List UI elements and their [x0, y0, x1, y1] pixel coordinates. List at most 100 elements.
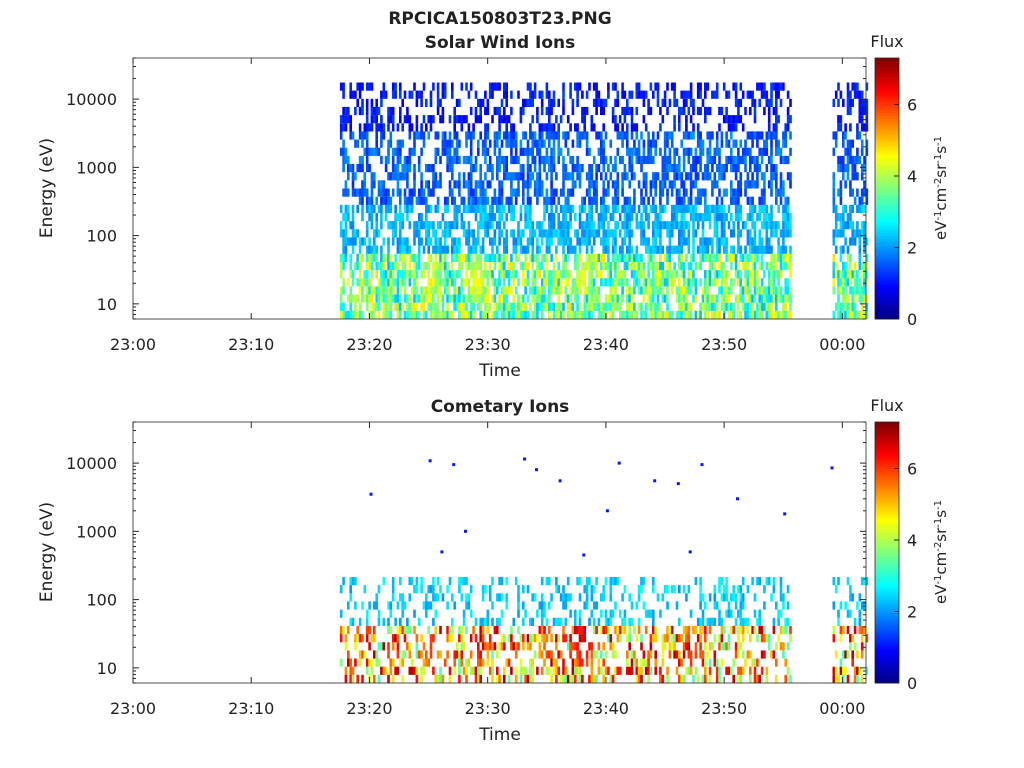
- heatmap-cell: [725, 609, 728, 618]
- heatmap-cell: [720, 658, 724, 667]
- heatmap-cell: [581, 229, 584, 238]
- heatmap-cell: [786, 155, 790, 165]
- heatmap-cell: [429, 253, 433, 262]
- heatmap-cell: [675, 204, 679, 213]
- heatmap-cell: [597, 310, 601, 319]
- heatmap-cell: [391, 188, 395, 197]
- heatmap-cell: [512, 302, 516, 311]
- heatmap-cell: [344, 180, 348, 189]
- colorbar-segment: [875, 651, 899, 655]
- heatmap-cell: [685, 221, 688, 230]
- heatmap-cell: [529, 213, 532, 222]
- heatmap-cell: [469, 204, 473, 213]
- heatmap-cell: [564, 294, 568, 303]
- heatmap-cell: [654, 270, 657, 279]
- heatmap-cell: [401, 278, 404, 287]
- heatmap-cell: [514, 237, 518, 246]
- heatmap-cell: [498, 164, 501, 173]
- heatmap-cell: [652, 302, 655, 311]
- heatmap-cell: [746, 213, 750, 222]
- heatmap-cell: [382, 90, 386, 99]
- heatmap-cell: [389, 172, 393, 181]
- heatmap-cell: [663, 90, 667, 99]
- heatmap-cell: [533, 188, 537, 197]
- heatmap-cell: [531, 658, 534, 667]
- heatmap-cell: [472, 245, 475, 254]
- heatmap-cell: [595, 188, 598, 197]
- heatmap-cell: [837, 617, 840, 626]
- heatmap-cell: [375, 593, 378, 602]
- heatmap-cell: [730, 147, 733, 156]
- heatmap-cell: [538, 245, 542, 254]
- heatmap-cell: [692, 106, 695, 116]
- heatmap-cell: [585, 658, 589, 667]
- heatmap-cell: [722, 188, 726, 197]
- heatmap-cell: [739, 115, 743, 124]
- heatmap-cell: [410, 253, 414, 262]
- heatmap-cell: [585, 261, 589, 271]
- heatmap-cell: [339, 585, 343, 594]
- heatmap-cell: [621, 106, 624, 116]
- heatmap-cell: [351, 294, 355, 303]
- heatmap-cell: [420, 585, 423, 594]
- heatmap-cell: [704, 172, 707, 181]
- heatmap-cell: [448, 666, 452, 675]
- heatmap-cell: [699, 642, 702, 651]
- heatmap-cell: [373, 237, 376, 246]
- heatmap-cell: [507, 286, 511, 295]
- heatmap-cell: [751, 196, 754, 205]
- heatmap-cell: [458, 172, 461, 181]
- heatmap-cell: [737, 204, 740, 213]
- heatmap-cell: [711, 164, 714, 173]
- heatmap-cell: [347, 164, 350, 173]
- heatmap-cell: [711, 302, 714, 311]
- heatmap-cell: [763, 634, 766, 643]
- heatmap-cell: [767, 98, 771, 107]
- heatmap-cell: [652, 131, 655, 140]
- heatmap-cell: [763, 585, 766, 594]
- heatmap-cell: [595, 229, 598, 238]
- heatmap-cell: [477, 196, 480, 205]
- heatmap-cell: [704, 286, 707, 295]
- heatmap-cell: [600, 609, 603, 618]
- heatmap-cell: [555, 577, 558, 586]
- heatmap-cell: [391, 674, 395, 683]
- heatmap-cell: [550, 131, 553, 140]
- heatmap-cell: [536, 221, 539, 230]
- heatmap-cell: [529, 253, 532, 262]
- heatmap-cell: [760, 155, 764, 165]
- heatmap-cell: [477, 286, 480, 295]
- heatmap-cell: [417, 131, 421, 140]
- heatmap-cell: [443, 261, 447, 271]
- heatmap-cell: [491, 115, 494, 124]
- heatmap-cell: [865, 123, 869, 132]
- heatmap-cell: [647, 294, 650, 303]
- heatmap-cell: [858, 609, 862, 618]
- heatmap-cell: [415, 310, 419, 319]
- heatmap-cell: [682, 674, 686, 683]
- heatmap-cell: [365, 245, 369, 254]
- heatmap-cell: [708, 253, 712, 262]
- heatmap-cell: [425, 204, 428, 213]
- heatmap-cell: [751, 131, 754, 140]
- heatmap-cell: [863, 204, 866, 213]
- heatmap-cell: [623, 131, 627, 140]
- heatmap-cell: [344, 310, 348, 319]
- heatmap-cell: [503, 278, 506, 287]
- heatmap-cell: [734, 188, 738, 197]
- heatmap-cell: [760, 650, 764, 659]
- colorbar-segment: [875, 675, 899, 679]
- heatmap-cell: [436, 674, 440, 683]
- heatmap-cell: [649, 147, 653, 156]
- colorbar-segment: [875, 440, 899, 444]
- heatmap-cell: [753, 625, 757, 635]
- heatmap-cell: [713, 155, 717, 165]
- heatmap-cell: [552, 188, 556, 197]
- heatmap-cell: [484, 155, 487, 165]
- heatmap-cell: [469, 261, 473, 271]
- heatmap-cell: [659, 229, 662, 238]
- heatmap-cell: [514, 147, 518, 156]
- heatmap-cell: [446, 286, 449, 295]
- heatmap-cell: [621, 221, 624, 230]
- heatmap-cell: [600, 302, 603, 311]
